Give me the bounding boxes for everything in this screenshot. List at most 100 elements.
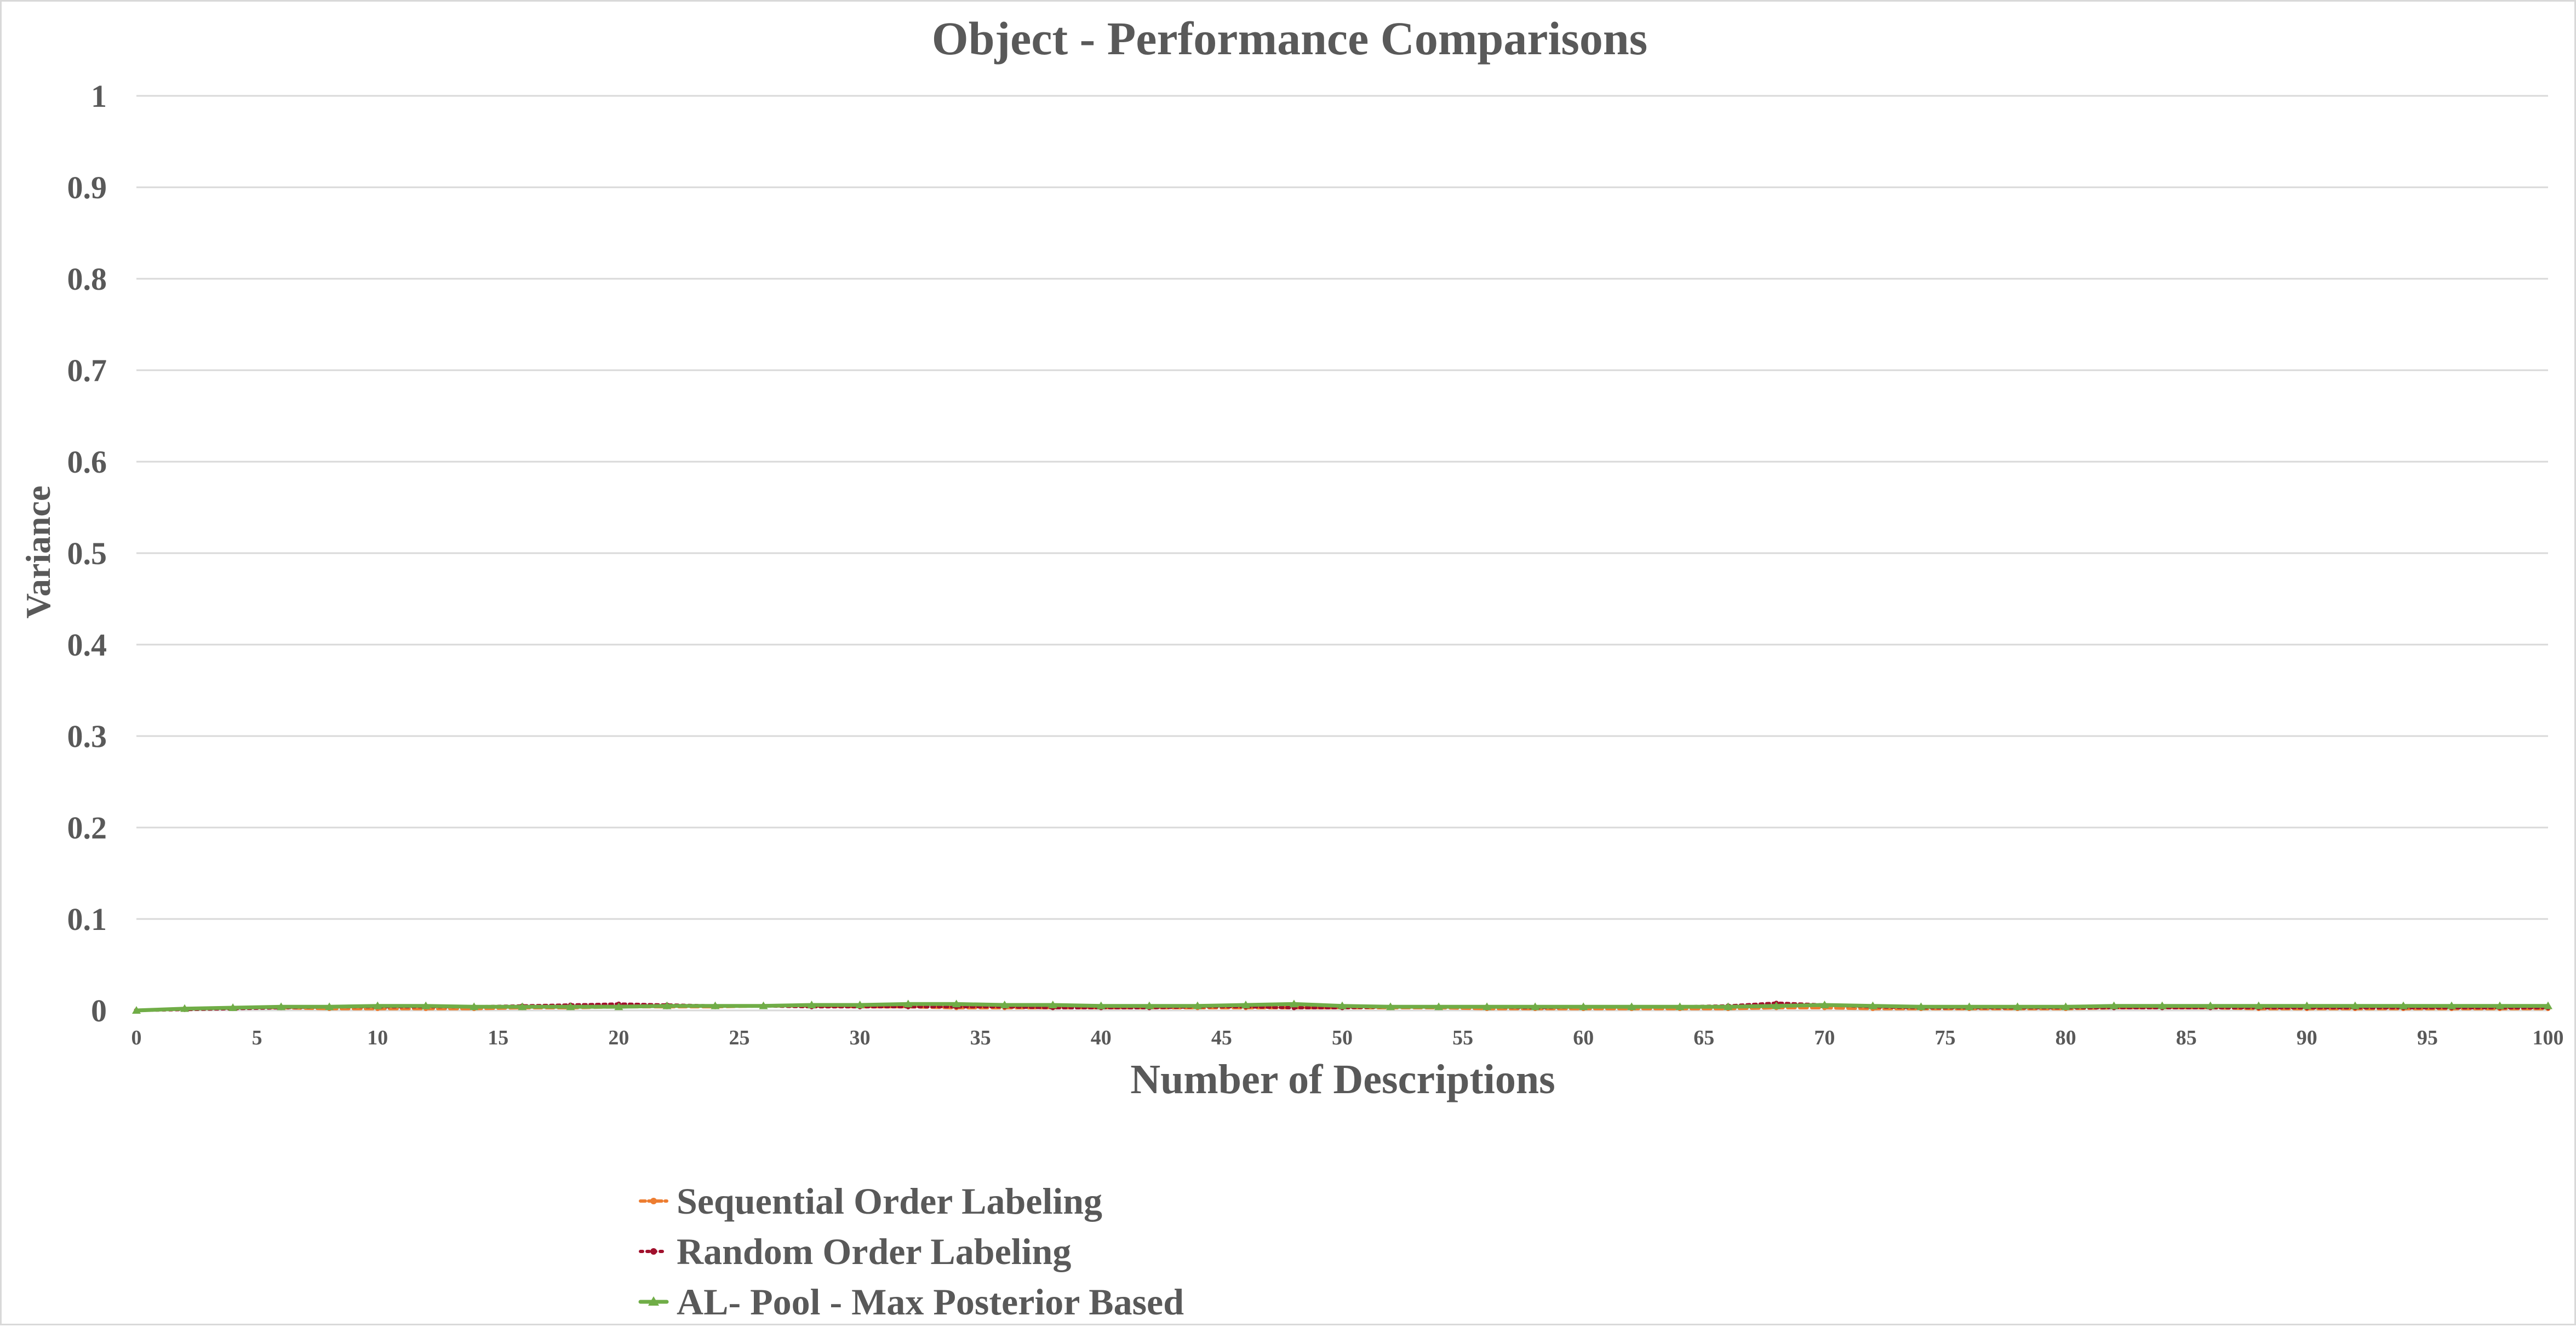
data-point (614, 1002, 623, 1010)
data-point (2544, 1001, 2552, 1009)
data-point (1627, 1002, 1636, 1010)
data-point (1965, 1002, 1974, 1010)
data-point (1000, 1000, 1009, 1008)
x-tick-label: 75 (1935, 1026, 1956, 1049)
data-point (566, 1002, 575, 1010)
data-point (807, 1000, 816, 1008)
legend: Sequential Order Labeling Random Order La… (638, 1180, 1184, 1323)
x-tick-label: 55 (1452, 1026, 1473, 1049)
data-point (1868, 1001, 1877, 1009)
x-tick-label: 30 (850, 1026, 871, 1049)
data-point (952, 999, 961, 1008)
data-point (2254, 1001, 2263, 1009)
y-tick-label: 1 (91, 78, 107, 114)
data-point (2495, 1001, 2504, 1009)
data-point (2157, 1001, 2167, 1009)
y-tick-label: 0.1 (67, 901, 107, 937)
y-tick-label: 0.4 (67, 627, 107, 663)
data-point (1772, 1001, 1781, 1009)
data-point (2061, 1002, 2070, 1010)
data-point (2013, 1002, 2022, 1010)
legend-marker (650, 1198, 657, 1204)
y-tick-label: 0.6 (67, 444, 107, 480)
x-tick-label: 5 (252, 1026, 262, 1049)
x-tick-label: 35 (970, 1026, 991, 1049)
x-tick-label: 80 (2056, 1026, 2076, 1049)
data-point (711, 1001, 720, 1009)
legend-marker (650, 1248, 657, 1255)
legend-label: Random Order Labeling (677, 1231, 1071, 1272)
x-tick-label: 90 (2297, 1026, 2317, 1049)
data-point (1386, 1002, 1395, 1010)
data-point (1675, 1002, 1685, 1010)
data-point (2447, 1001, 2456, 1009)
legend-label: AL- Pool - Max Posterior Based (677, 1281, 1184, 1323)
data-point (662, 1001, 672, 1009)
legend-item-1: Random Order Labeling (639, 1231, 1071, 1272)
data-point (1144, 1001, 1154, 1009)
data-point (1916, 1002, 1926, 1010)
data-point (1820, 1000, 1829, 1008)
x-tick-label: 70 (1814, 1026, 1835, 1049)
data-point (1048, 1000, 1057, 1008)
data-point (2350, 1001, 2360, 1009)
data-point (903, 999, 913, 1008)
legend-item-0: Sequential Order Labeling (639, 1180, 1102, 1222)
data-point (373, 1001, 382, 1009)
x-axis-ticks: 0 5 10 15 20 25 30 35 40 45 50 55 60 65 70 75 80 85 90 95 10… (131, 1026, 2564, 1049)
x-tick-label: 85 (2176, 1026, 2197, 1049)
data-point (1338, 1001, 1347, 1009)
series-layer (132, 999, 2552, 1014)
data-point (759, 1001, 768, 1009)
data-point (518, 1002, 527, 1010)
x-tick-label: 10 (367, 1026, 388, 1049)
data-point (2398, 1001, 2408, 1009)
data-point (325, 1002, 334, 1010)
data-point (2109, 1001, 2119, 1009)
x-tick-label: 0 (131, 1026, 142, 1049)
data-point (1434, 1002, 1444, 1010)
y-tick-label: 0.2 (67, 810, 107, 846)
data-point (470, 1002, 479, 1010)
x-tick-label: 25 (729, 1026, 750, 1049)
data-point (1193, 1001, 1202, 1009)
data-point (1241, 1000, 1250, 1008)
gridlines (136, 95, 2548, 1012)
y-tick-label: 0 (91, 993, 107, 1029)
y-axis-label: Variance (19, 486, 58, 619)
x-tick-label: 20 (608, 1026, 629, 1049)
data-point (421, 1001, 431, 1009)
data-point (1724, 1002, 1733, 1010)
x-tick-label: 95 (2417, 1026, 2438, 1049)
data-point (2302, 1001, 2311, 1009)
x-tick-label: 60 (1573, 1026, 1594, 1049)
x-tick-label: 65 (1693, 1026, 1714, 1049)
x-tick-label: 100 (2533, 1026, 2564, 1049)
data-point (228, 1003, 238, 1011)
data-point (132, 1006, 141, 1014)
x-tick-label: 40 (1091, 1026, 1112, 1049)
y-tick-label: 0.9 (67, 170, 107, 205)
y-tick-label: 0.3 (67, 719, 107, 754)
x-axis-label: Number of Descriptions (1130, 1056, 1555, 1102)
y-tick-label: 0.7 (67, 353, 107, 388)
data-point (180, 1004, 190, 1012)
data-point (1531, 1002, 1540, 1010)
data-point (1096, 1001, 1106, 1009)
x-tick-label: 15 (488, 1026, 508, 1049)
chart-title: Object - Performance Comparisons (932, 12, 1647, 65)
data-point (1579, 1002, 1588, 1010)
y-tick-label: 0.8 (67, 261, 107, 297)
legend-label: Sequential Order Labeling (677, 1180, 1102, 1222)
legend-item-2: AL- Pool - Max Posterior Based (638, 1281, 1184, 1323)
x-tick-label: 45 (1211, 1026, 1232, 1049)
x-tick-label: 50 (1332, 1026, 1353, 1049)
data-point (1289, 999, 1298, 1008)
data-point (1482, 1002, 1492, 1010)
data-point (855, 1000, 865, 1008)
series-2 (132, 999, 2552, 1014)
y-axis-ticks: 0 0.1 0.2 0.3 0.4 0.5 0.6 0.7 0.8 0.9 1 (67, 78, 107, 1029)
data-point (277, 1002, 286, 1010)
